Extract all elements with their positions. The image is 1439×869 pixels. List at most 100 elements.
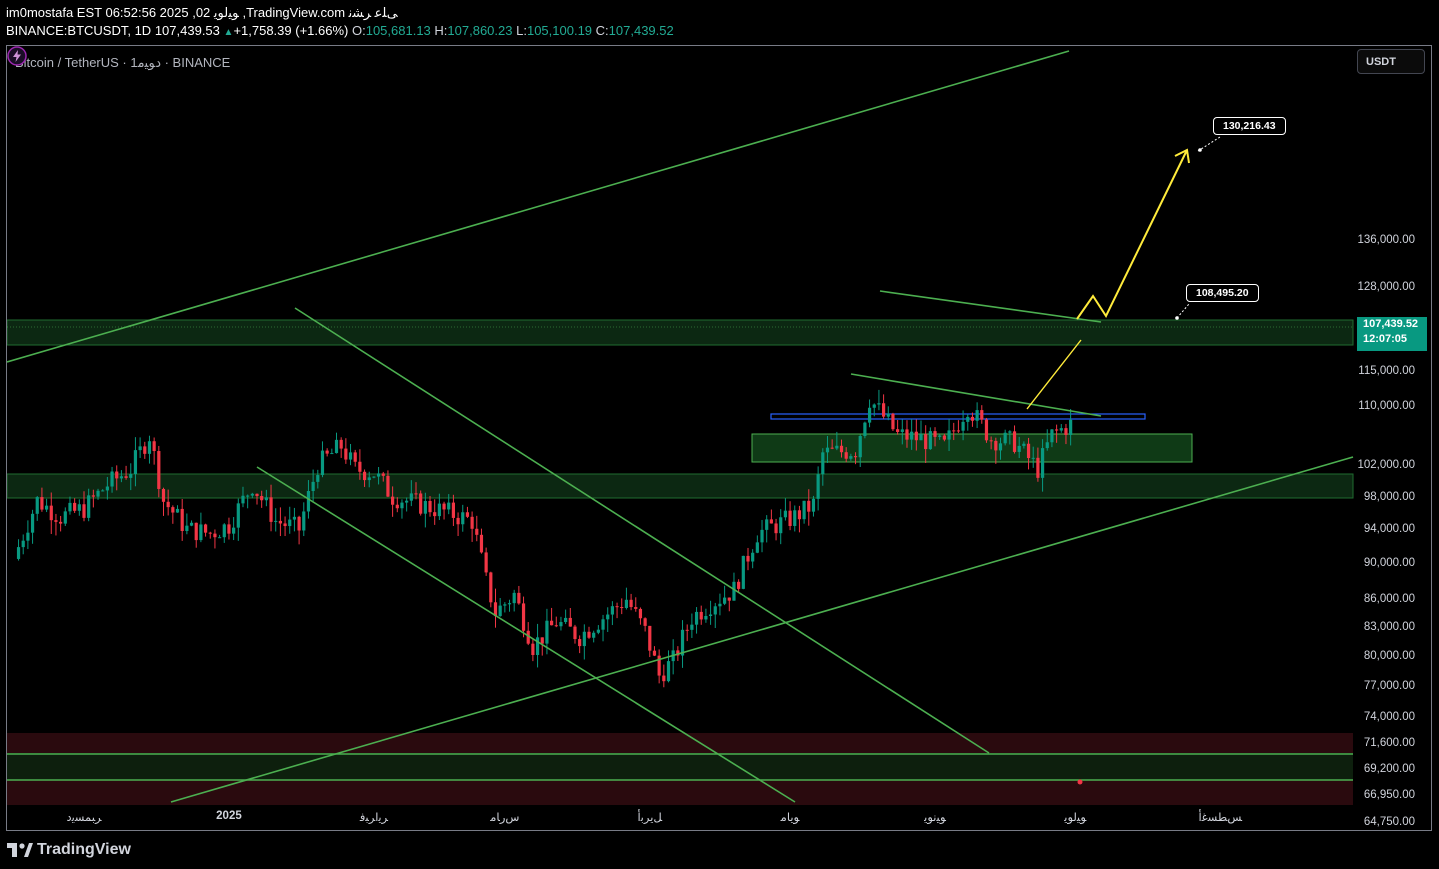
candle-body (456, 517, 460, 525)
flag-lower-line (850, 373, 1102, 417)
countdown-timer: 12:07:05 (1363, 333, 1408, 345)
candle-body (732, 581, 736, 601)
candle-body (241, 495, 245, 504)
target-mid-label: 108,495.20 (1186, 284, 1259, 302)
target-high-point (1198, 148, 1202, 152)
up-arrow-icon: ▲ (223, 27, 234, 38)
candle-body (998, 443, 1003, 451)
candle-body (896, 429, 900, 432)
candle-body (970, 416, 975, 421)
candle-body (1069, 419, 1073, 435)
candle-body (334, 439, 339, 454)
candle-body (881, 403, 886, 417)
support-zone (7, 473, 1354, 499)
lightning-icon[interactable] (7, 46, 27, 66)
candle-body (807, 500, 811, 512)
candle-body (96, 490, 100, 497)
candle-body (433, 512, 437, 517)
candle-body (517, 592, 521, 604)
candle-body (521, 603, 526, 631)
candle-body (858, 436, 862, 458)
candle-body (835, 445, 839, 449)
candle-body (755, 542, 759, 553)
candle-body (110, 471, 114, 487)
candle-body (760, 529, 764, 543)
candle-body (690, 624, 694, 630)
candle-body (288, 519, 292, 527)
candle-body (59, 521, 63, 524)
time-tick: 2025 (216, 810, 242, 822)
candle-body (788, 510, 792, 526)
candle-body (498, 605, 502, 617)
projection-arrow-head (1174, 148, 1190, 164)
candle-body (451, 502, 456, 518)
chart-pane[interactable]: Bitcoin / TetherUS · 1دﻮﻴﻣ · BINANCE USD… (6, 45, 1432, 831)
candle-body (400, 502, 404, 509)
candle-body (765, 519, 769, 530)
candle-body (956, 430, 961, 432)
candle-body (624, 599, 629, 608)
candle-body (152, 441, 156, 452)
candle-body (928, 431, 932, 450)
candle-body (292, 516, 297, 520)
time-tick: ﻮﻴﻧﻮﻳ (924, 812, 946, 824)
candle-body (330, 453, 334, 455)
candle-body (381, 473, 385, 476)
candle-body (526, 630, 530, 644)
candle-body (615, 606, 619, 608)
candle-body (264, 497, 268, 501)
candle-body (802, 500, 806, 520)
candle-body (367, 477, 371, 481)
candle-body (391, 496, 395, 505)
candle-body (101, 490, 105, 492)
candle-body (891, 413, 895, 430)
candle-body (1064, 428, 1068, 435)
candle-body (1045, 442, 1049, 449)
candle-body (872, 404, 876, 408)
symbol-ohlc-bar: BINANCE:BTCUSDT, 1D 107,439.53 ▲+1,758.3… (6, 23, 674, 38)
candle-body (302, 511, 306, 531)
candle-body (704, 615, 708, 620)
candle-body (994, 440, 998, 451)
candle-body (297, 516, 301, 531)
candle-body (115, 471, 119, 479)
candle-body (208, 532, 212, 534)
tradingview-logo[interactable]: TradingView (7, 840, 131, 860)
candle-body (839, 445, 844, 453)
price-tick: 66,950.00 (1363, 789, 1415, 802)
candle-body (507, 603, 512, 605)
candle-body (339, 439, 343, 449)
projection-path (1076, 149, 1188, 320)
candle-body (779, 517, 783, 534)
price-tick: 74,000.00 (1363, 710, 1415, 723)
price-tick: 71,600.00 (1363, 736, 1415, 749)
candle-body (933, 431, 937, 437)
time-tick: ﻮﻴﻟﻮﻳ (1064, 812, 1087, 824)
currency-button[interactable]: USDT (1357, 49, 1425, 74)
blue-level-box (770, 413, 1146, 420)
target-mid-leader (1176, 303, 1190, 319)
candle-body (189, 522, 194, 526)
candle-body (386, 475, 390, 497)
candle-body (40, 497, 44, 510)
price-chart[interactable] (7, 46, 1432, 831)
candle-body (1036, 457, 1040, 478)
target-high-label: 130,216.43 (1213, 117, 1286, 135)
symbol-label: BINANCE:BTCUSDT, 1D (6, 23, 152, 38)
candle-body (372, 476, 376, 478)
candle-body (564, 617, 568, 623)
candle-body (1012, 431, 1017, 452)
high-value: 107,860.23 (447, 23, 513, 38)
candle-body (587, 631, 591, 638)
candle-body (21, 540, 25, 548)
candle-body (1017, 445, 1021, 452)
candle-body (30, 513, 35, 533)
candle-body (863, 422, 867, 437)
candle-body (353, 452, 357, 462)
candle-body (914, 431, 918, 441)
candle-body (975, 410, 979, 421)
flag-upper-line (879, 290, 1102, 323)
candle-body (320, 450, 325, 476)
candle-body (1040, 448, 1045, 478)
candle-body (629, 599, 633, 608)
